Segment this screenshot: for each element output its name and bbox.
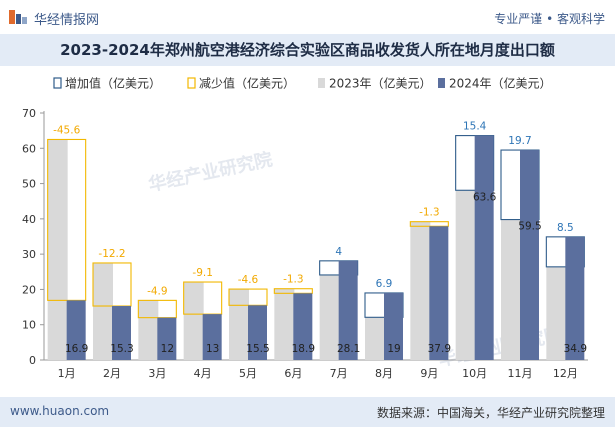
value-label-2024: 12 (161, 343, 174, 355)
x-tick-label: 9月 (420, 367, 438, 380)
x-tick-label: 4月 (194, 367, 212, 380)
bar-2023 (93, 262, 113, 360)
x-tick-label: 2月 (103, 367, 121, 380)
change-box (92, 262, 132, 307)
legend-swatch (318, 78, 325, 88)
top-bar: 华经情报网 专业严谨 • 客观科学 (0, 0, 615, 34)
change-label: -1.3 (283, 274, 304, 286)
y-tick-label: 20 (22, 283, 36, 296)
bar-2023 (455, 190, 476, 360)
huajing-logo-icon (9, 10, 27, 24)
bar-2024 (248, 305, 267, 360)
value-label-2024: 59.5 (518, 221, 541, 233)
change-label: 15.4 (463, 121, 487, 133)
change-label: -4.6 (238, 274, 259, 286)
footer: www.huaon.com 数据来源：中国海关，华经产业研究院整理 (0, 397, 615, 427)
value-label-2024: 13 (206, 343, 219, 355)
slogan: 专业严谨 • 客观科学 (494, 12, 605, 26)
x-tick-label: 10月 (462, 367, 487, 380)
y-tick-label: 50 (22, 178, 36, 191)
bar-2023 (47, 139, 68, 360)
bar-2023 (365, 317, 385, 360)
x-tick-label: 5月 (239, 367, 257, 380)
change-box (137, 299, 177, 319)
bar-2023 (319, 274, 340, 360)
bar-2024 (202, 314, 222, 360)
legend-label: 减少值（亿美元） (199, 76, 295, 91)
x-tick-label: 11月 (508, 367, 533, 380)
bar-2024 (338, 260, 358, 360)
legend-label: 2023年（亿美元） (329, 76, 432, 91)
y-tick-label: 10 (22, 319, 36, 332)
value-label-2024: 15.5 (246, 343, 269, 355)
value-label-2024: 34.9 (564, 343, 587, 355)
legend-label: 2024年（亿美元） (449, 76, 552, 91)
value-label-2024: 18.9 (292, 343, 315, 355)
chart-title: 2023-2024年郑州航空港经济综合实验区商品收发货人所在地月度出口额 (60, 41, 555, 59)
change-label: -9.1 (192, 267, 213, 279)
bar-2024 (293, 293, 313, 360)
value-label-2024: 15.3 (110, 343, 133, 355)
title-bar: 2023-2024年郑州航空港经济综合实验区商品收发货人所在地月度出口额 (0, 34, 615, 66)
x-tick-label: 1月 (58, 367, 76, 380)
bar-2023 (138, 300, 159, 360)
legend-swatch (53, 77, 62, 89)
value-label-2024: 19 (387, 343, 400, 355)
value-label-2024: 63.6 (473, 191, 497, 203)
y-tick-label: 40 (22, 213, 36, 226)
bar-2023 (229, 289, 249, 360)
legend-label: 增加值（亿美元） (65, 76, 161, 91)
y-tick-label: 60 (22, 142, 36, 155)
change-box (228, 288, 268, 306)
y-tick-label: 0 (29, 354, 36, 367)
bar-2024 (565, 236, 585, 360)
x-tick-label: 8月 (375, 367, 393, 380)
bar-2024 (520, 150, 539, 360)
change-label: 6.9 (376, 278, 393, 290)
data-source: 数据来源：中国海关，华经产业研究院整理 (376, 406, 605, 420)
x-tick-label: 7月 (330, 367, 348, 380)
change-label: 4 (335, 246, 342, 258)
bar-2024 (157, 317, 177, 360)
x-tick-label: 6月 (284, 367, 302, 380)
bar-2023 (546, 266, 567, 360)
change-label: -4.9 (147, 285, 168, 297)
x-tick-label: 12月 (553, 367, 578, 380)
value-label-2024: 16.9 (65, 343, 88, 355)
legend-swatch (438, 78, 445, 88)
bar-2024 (384, 292, 403, 360)
bar-2024 (112, 306, 131, 360)
bar-2023 (183, 282, 204, 360)
y-tick-label: 70 (22, 107, 36, 120)
bar-2024 (429, 226, 449, 360)
value-label-2024: 28.1 (337, 343, 360, 355)
bar-2024 (66, 300, 86, 360)
change-label: -12.2 (98, 248, 125, 260)
value-label-2024: 37.9 (428, 343, 451, 355)
site-name: 华经情报网 (34, 13, 100, 28)
change-label: -1.3 (419, 207, 440, 219)
bar-2023 (410, 221, 431, 360)
watermark: 华经产业研究院 (436, 323, 564, 371)
change-label: 19.7 (508, 135, 531, 147)
bar-2023 (274, 288, 295, 360)
legend-swatch (187, 77, 196, 89)
change-label: 8.5 (557, 222, 574, 234)
x-tick-label: 3月 (148, 367, 166, 380)
y-tick-label: 30 (22, 248, 36, 261)
bar-2023 (501, 219, 521, 360)
footer-url[interactable]: www.huaon.com (10, 404, 110, 418)
bar-2024 (474, 135, 494, 360)
watermark: 华经产业研究院 (146, 148, 274, 196)
change-label: -45.6 (53, 124, 80, 136)
